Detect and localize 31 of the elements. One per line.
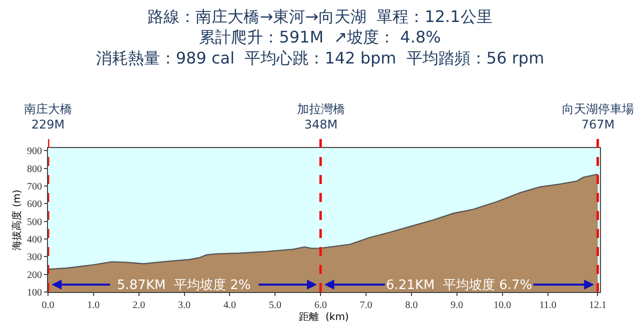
x-tick-label: 4.0 — [223, 300, 236, 311]
y-tick-label: 200 — [27, 270, 42, 281]
ref-line-label: 南庄大橋 229M — [24, 102, 72, 132]
annotation: 5.87KM 平均坡度 2% — [117, 277, 251, 293]
y-tick-label: 600 — [27, 199, 42, 210]
x-tick-label: 6.0 — [314, 300, 327, 311]
y-axis-title: 海拔高度 (m) — [11, 190, 23, 250]
x-tick-label: 12.1 — [588, 300, 606, 311]
x-tick-label: 10.0 — [494, 300, 512, 311]
ref-line-label: 加拉灣橋 348M — [297, 102, 345, 132]
y-tick-label: 900 — [27, 146, 42, 158]
x-tick-label: 7.0 — [360, 300, 372, 311]
x-tick-label: 9.0 — [450, 300, 464, 311]
x-tick-label: 5.0 — [268, 300, 282, 311]
y-tick-label: 500 — [27, 216, 42, 228]
y-tick-label: 300 — [27, 252, 42, 264]
y-tick-label: 400 — [27, 234, 42, 246]
x-tick-label: 1.0 — [87, 300, 100, 311]
chart-title: 路線：南庄大橋→東河→向天湖 單程：12.1公里 — [148, 6, 492, 26]
x-tick-label: 3.0 — [178, 300, 191, 311]
x-tick-label: 2.0 — [132, 300, 146, 311]
x-tick-label: 0.0 — [42, 300, 54, 311]
x-tick-label: 11.0 — [539, 300, 556, 311]
chart-subtitle: 累計爬升：591M ↗坡度： 4.8% 消耗熱量：989 cal 平均心跳：142 bpm 平均踏頻：56 rpm — [96, 28, 544, 68]
y-tick-label: 100 — [27, 288, 42, 298]
x-axis-title: 距離 (km) — [299, 311, 349, 323]
x-tick-label: 8.0 — [405, 300, 418, 311]
y-tick-label: 700 — [27, 181, 42, 192]
ref-line-label: 向天湖停車場 767M — [562, 102, 634, 132]
annotation: 6.21KM 平均坡度 6.7% — [386, 277, 532, 293]
y-tick-label: 800 — [27, 164, 42, 175]
